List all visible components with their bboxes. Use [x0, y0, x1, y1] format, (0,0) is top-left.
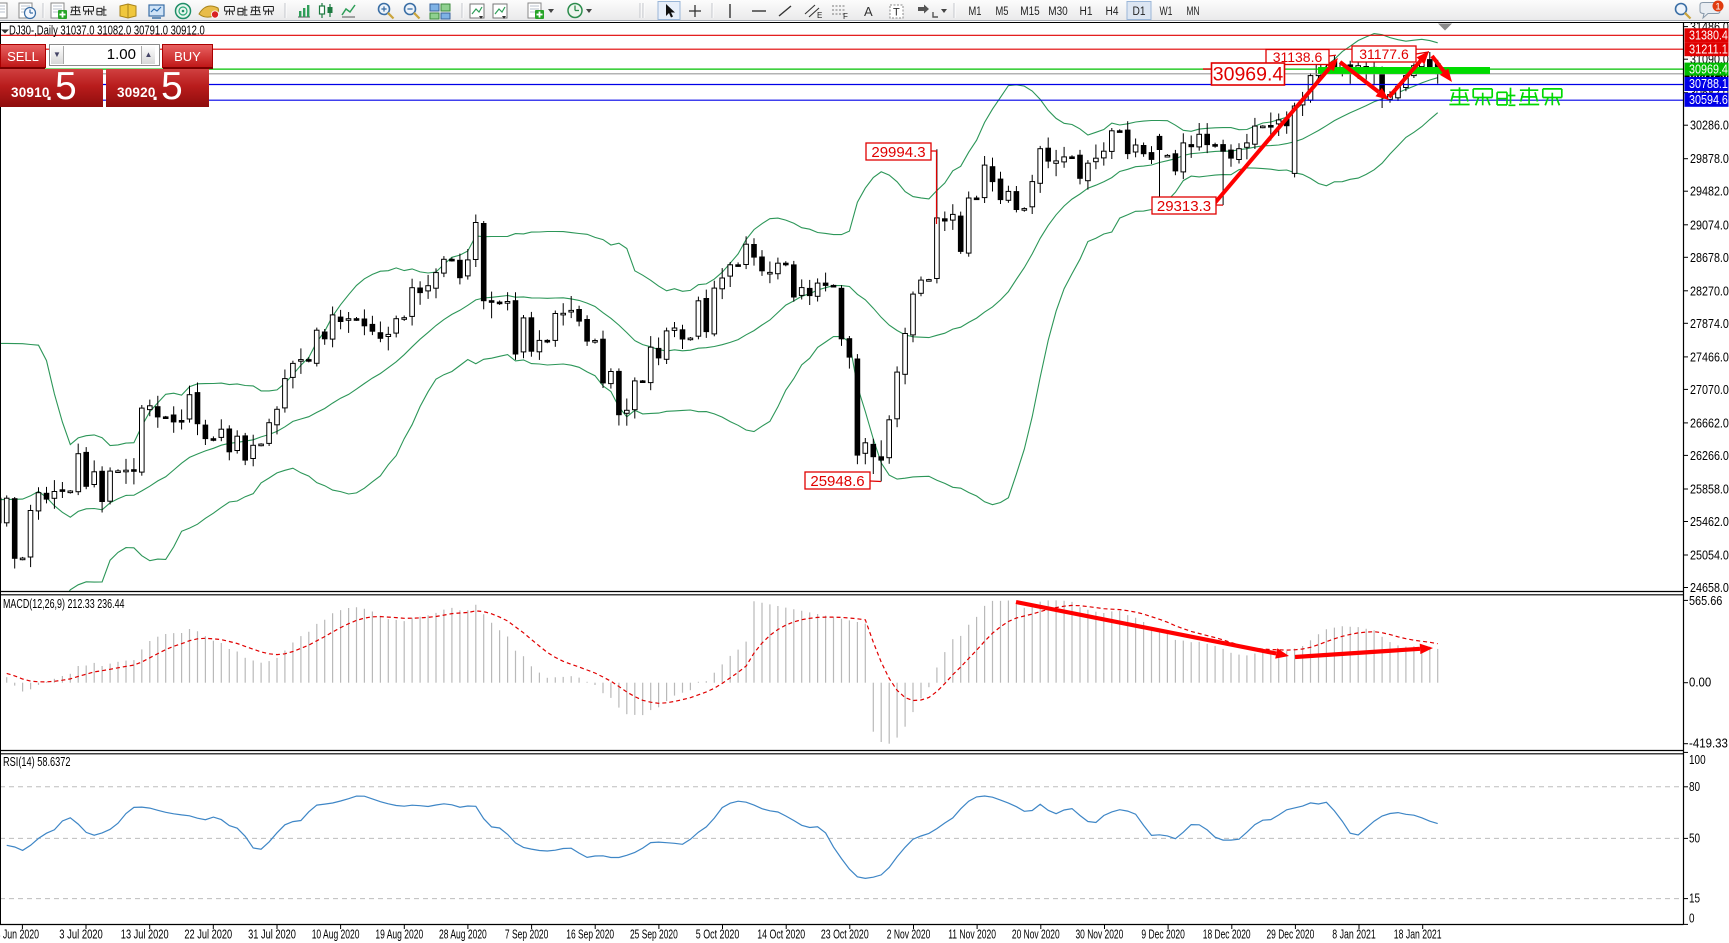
- svg-text:28270.0: 28270.0: [1690, 284, 1729, 298]
- svg-text:18 Dec 2020: 18 Dec 2020: [1203, 927, 1251, 942]
- svg-text:20 Nov 2020: 20 Nov 2020: [1012, 927, 1060, 942]
- svg-text:100: 100: [1689, 753, 1706, 767]
- svg-text:-419.33: -419.33: [1689, 737, 1728, 751]
- svg-text:5 Oct 2020: 5 Oct 2020: [696, 927, 740, 942]
- svg-text:30969.4: 30969.4: [1213, 64, 1284, 86]
- svg-text:11 Nov 2020: 11 Nov 2020: [948, 927, 996, 942]
- svg-text:28 Aug 2020: 28 Aug 2020: [439, 927, 487, 942]
- svg-text:10 Aug 2020: 10 Aug 2020: [312, 927, 360, 942]
- svg-text:31177.6: 31177.6: [1359, 46, 1409, 62]
- svg-text:A: A: [864, 4, 873, 19]
- svg-text:15: 15: [1689, 892, 1700, 906]
- svg-text:F: F: [843, 12, 848, 21]
- svg-text:9 Dec 2020: 9 Dec 2020: [1141, 927, 1185, 942]
- svg-text:26266.0: 26266.0: [1690, 449, 1729, 463]
- svg-text:80: 80: [1689, 780, 1700, 794]
- svg-text:26662.0: 26662.0: [1690, 416, 1729, 430]
- svg-text:M1: M1: [969, 6, 982, 18]
- svg-text:29994.3: 29994.3: [871, 144, 925, 161]
- svg-text:30 Nov 2020: 30 Nov 2020: [1076, 927, 1124, 942]
- svg-text:24658.0: 24658.0: [1690, 581, 1729, 595]
- svg-text:25858.0: 25858.0: [1690, 483, 1729, 497]
- svg-text:0.00: 0.00: [1689, 676, 1711, 690]
- svg-text:RSI(14) 58.6372: RSI(14) 58.6372: [3, 755, 71, 769]
- svg-text:565.66: 565.66: [1689, 594, 1722, 608]
- svg-text:29074.0: 29074.0: [1690, 218, 1729, 232]
- svg-text:30969.4: 30969.4: [1689, 62, 1728, 76]
- svg-text:3 Jul 2020: 3 Jul 2020: [59, 927, 103, 942]
- svg-text:31 Jul 2020: 31 Jul 2020: [248, 927, 296, 942]
- svg-text:27874.0: 27874.0: [1690, 317, 1729, 331]
- svg-text:H4: H4: [1106, 6, 1120, 18]
- svg-text:T: T: [893, 7, 900, 19]
- svg-text:18 Jan 2021: 18 Jan 2021: [1394, 927, 1442, 942]
- svg-text:29482.0: 29482.0: [1690, 185, 1729, 199]
- svg-text:29878.0: 29878.0: [1690, 152, 1729, 166]
- svg-text:31138.6: 31138.6: [1273, 49, 1323, 65]
- svg-text:14 Oct 2020: 14 Oct 2020: [757, 927, 805, 942]
- svg-text:30788.1: 30788.1: [1689, 77, 1728, 91]
- svg-text:23 Oct 2020: 23 Oct 2020: [821, 927, 869, 942]
- svg-text:E: E: [817, 11, 822, 20]
- svg-text:50: 50: [1689, 831, 1700, 845]
- svg-text:30594.6: 30594.6: [1689, 93, 1728, 107]
- svg-text:19 Aug 2020: 19 Aug 2020: [375, 927, 423, 942]
- svg-text:16 Sep 2020: 16 Sep 2020: [566, 927, 614, 942]
- svg-text:13 Jul 2020: 13 Jul 2020: [121, 927, 169, 942]
- svg-text:MN: MN: [1187, 6, 1200, 18]
- svg-text:25462.0: 25462.0: [1690, 515, 1729, 529]
- svg-text:22 Jul 2020: 22 Jul 2020: [184, 927, 232, 942]
- svg-text:25 Sep 2020: 25 Sep 2020: [630, 927, 678, 942]
- svg-text:28678.0: 28678.0: [1690, 251, 1729, 265]
- svg-text:M5: M5: [996, 6, 1009, 18]
- svg-text:4 Jun 2020: 4 Jun 2020: [0, 927, 39, 942]
- svg-text:30286.0: 30286.0: [1690, 119, 1729, 133]
- svg-text:8 Jan 2021: 8 Jan 2021: [1332, 927, 1376, 942]
- svg-text:D1: D1: [1133, 6, 1146, 18]
- svg-text:27466.0: 27466.0: [1690, 350, 1729, 364]
- svg-text:27070.0: 27070.0: [1690, 383, 1729, 397]
- svg-text:2 Nov 2020: 2 Nov 2020: [887, 927, 931, 942]
- svg-text:29 Dec 2020: 29 Dec 2020: [1267, 927, 1315, 942]
- svg-text:M15: M15: [1020, 6, 1040, 18]
- svg-text:31380.4: 31380.4: [1689, 29, 1728, 43]
- svg-text:0: 0: [1689, 912, 1695, 926]
- svg-text:1: 1: [1715, 2, 1720, 13]
- svg-text:MACD(12,26,9) 212.33 236.44: MACD(12,26,9) 212.33 236.44: [3, 597, 125, 611]
- svg-text:29313.3: 29313.3: [1157, 198, 1211, 215]
- svg-text:W1: W1: [1160, 6, 1173, 18]
- svg-text:31211.1: 31211.1: [1689, 42, 1728, 56]
- svg-text:DJ30-,Daily 31037.0 31082.0 3: DJ30-,Daily 31037.0 31082.0 30791.0 3091…: [9, 24, 205, 38]
- svg-text:M30: M30: [1048, 6, 1068, 18]
- svg-text:H1: H1: [1080, 6, 1093, 18]
- svg-text:25054.0: 25054.0: [1690, 549, 1729, 563]
- svg-text:7 Sep 2020: 7 Sep 2020: [505, 927, 549, 942]
- svg-text:25948.6: 25948.6: [810, 473, 864, 490]
